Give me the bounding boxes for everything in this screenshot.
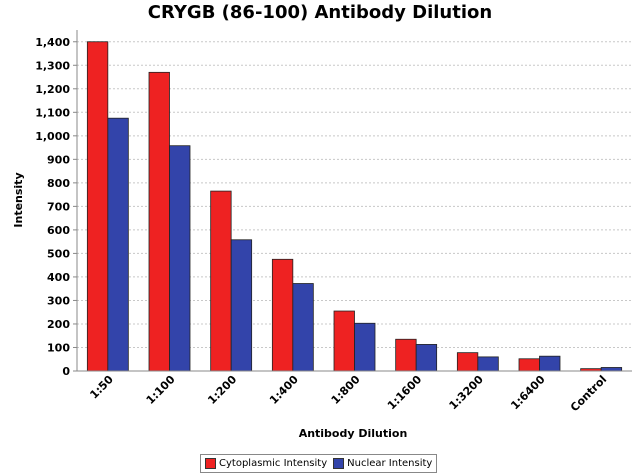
x-axis-label: Antibody Dilution xyxy=(299,427,408,440)
y-tick-label: 1,200 xyxy=(35,83,70,96)
x-tick-label: Control xyxy=(568,373,609,414)
y-tick-label: 1,100 xyxy=(35,106,70,119)
bar-cytoplasmic xyxy=(86,41,109,372)
y-tick-label: 600 xyxy=(47,224,70,237)
axes xyxy=(76,30,632,372)
y-tick-label: 1,400 xyxy=(35,36,70,49)
legend-item-cytoplasmic: Cytoplasmic Intensity xyxy=(205,458,327,469)
x-tick-label: 1:1600 xyxy=(385,373,425,413)
bar-cytoplasmic xyxy=(395,338,417,372)
bar-cytoplasmic xyxy=(271,258,294,372)
bar-nuclear xyxy=(292,283,314,372)
bar-nuclear xyxy=(354,322,376,372)
y-tick-label: 500 xyxy=(47,247,70,260)
x-tick-label: 1:6400 xyxy=(508,373,548,413)
x-tick-label: 1:3200 xyxy=(447,373,487,413)
y-axis-label: Intensity xyxy=(12,172,25,227)
y-tick-label: 1,300 xyxy=(35,59,70,72)
legend-item-nuclear: Nuclear Intensity xyxy=(333,458,432,469)
bar-nuclear xyxy=(415,344,438,372)
bar-nuclear xyxy=(230,239,253,372)
legend-swatch-cytoplasmic xyxy=(205,458,216,469)
bar-cytoplasmic xyxy=(333,310,355,372)
bar-nuclear xyxy=(477,356,499,372)
y-tick-label: 900 xyxy=(47,153,70,166)
legend-label-nuclear: Nuclear Intensity xyxy=(347,458,433,469)
bar-nuclear xyxy=(107,117,129,372)
chart-title: CRYGB (86-100) Antibody Dilution xyxy=(147,2,493,23)
x-tick-label: 1:400 xyxy=(267,373,301,407)
x-tick-label: 1:50 xyxy=(87,373,116,402)
bar-cytoplasmic xyxy=(210,190,232,372)
bar-nuclear xyxy=(539,355,561,372)
y-tick-label: 800 xyxy=(47,177,70,190)
legend: Cytoplasmic Intensity Nuclear Intensity xyxy=(200,454,438,473)
legend-label-cytoplasmic: Cytoplasmic Intensity xyxy=(219,458,328,469)
y-tick-label: 300 xyxy=(47,294,70,307)
y-tick-label: 700 xyxy=(47,200,70,213)
y-tick-label: 400 xyxy=(47,271,70,284)
y-tick-labels: 0 100 200 300 400 500 600 700 800 900 1,000 1,100 1,… xyxy=(35,36,77,378)
y-tick-label: 100 xyxy=(47,341,70,354)
y-tick-label: 1,000 xyxy=(35,130,70,143)
x-tick-label: 1:800 xyxy=(329,373,363,407)
bar-cytoplasmic xyxy=(518,358,540,372)
bar-cytoplasmic xyxy=(148,71,170,372)
bar-nuclear xyxy=(600,367,623,372)
bar-cytoplasmic xyxy=(456,352,479,372)
y-tick-label: 200 xyxy=(47,318,70,331)
x-tick-label: 1:200 xyxy=(205,373,239,407)
legend-swatch-nuclear xyxy=(333,458,345,469)
y-tick-label: 0 xyxy=(62,365,70,378)
x-tick-label: 1:100 xyxy=(144,373,178,407)
x-tick-labels: 1:50 1:100 1:200 1:400 1:800 1:1600 1:3200 1:64… xyxy=(87,373,609,415)
bar-nuclear xyxy=(169,145,191,372)
